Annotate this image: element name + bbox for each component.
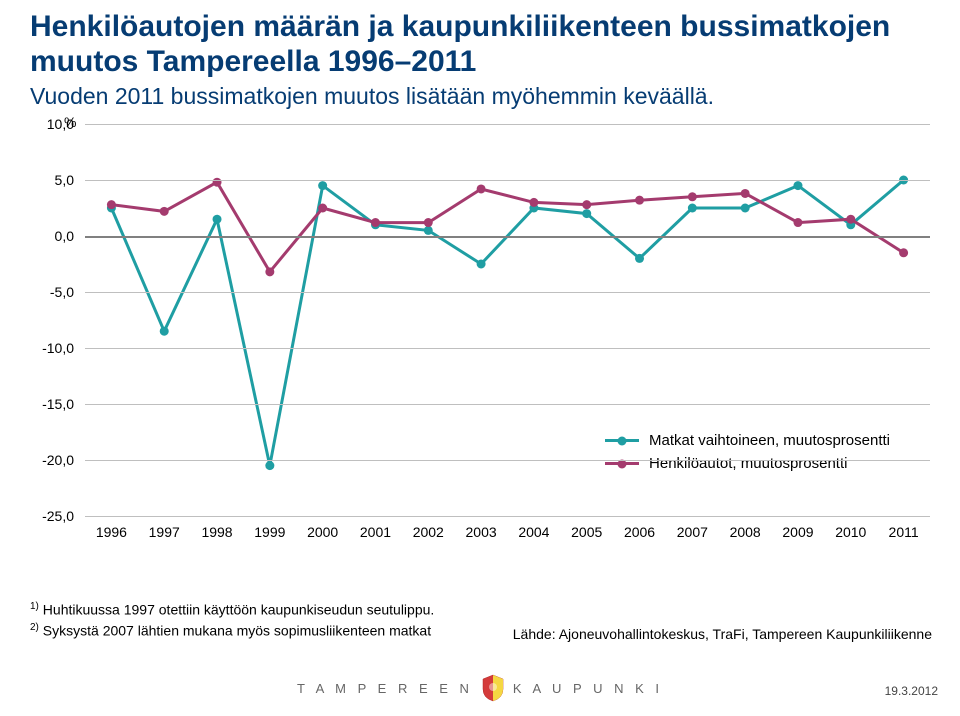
y-axis: 10,05,00,0-5,0-10,0-15,0-20,0-25,0 — [30, 124, 80, 544]
x-tick-label: 2000 — [307, 524, 338, 540]
legend-swatch-icon — [605, 462, 639, 465]
series-marker — [371, 218, 380, 227]
series-marker — [688, 204, 697, 213]
x-tick-label: 1997 — [149, 524, 180, 540]
y-tick-label: -15,0 — [42, 396, 74, 412]
series-marker — [424, 218, 433, 227]
series-marker — [477, 184, 486, 193]
x-tick-label: 2006 — [624, 524, 655, 540]
gridline — [85, 460, 930, 461]
x-tick-label: 2007 — [677, 524, 708, 540]
x-tick-label: 2001 — [360, 524, 391, 540]
legend-label: Henkilöautot, muutosprosentti — [649, 455, 847, 472]
series-marker — [793, 181, 802, 190]
series-marker — [477, 260, 486, 269]
gridline — [85, 124, 930, 125]
footnotes: 1) Huhtikuussa 1997 otettiin käyttöön ka… — [30, 599, 434, 642]
footer: T A M P E R E E N K A U P U N K I — [0, 670, 960, 706]
footer-date: 19.3.2012 — [885, 684, 938, 698]
legend-item-henkiloautot: Henkilöautot, muutosprosentti — [605, 455, 890, 472]
page-title: Henkilöautojen määrän ja kaupunkiliikent… — [30, 10, 930, 79]
footnote-text: Huhtikuussa 1997 otettiin käyttöön kaupu… — [43, 601, 435, 617]
x-axis: 1996 1997 1998 1999 2000 2001 2002 2003 2004 2005… — [85, 520, 930, 544]
x-tick-label: 1998 — [201, 524, 232, 540]
x-tick-label: 2010 — [835, 524, 866, 540]
x-tick-label: 2004 — [518, 524, 549, 540]
series-marker — [793, 218, 802, 227]
series-marker — [846, 215, 855, 224]
x-tick-label: 2011 — [889, 524, 919, 540]
x-tick-label: 2003 — [466, 524, 497, 540]
series-marker — [160, 327, 169, 336]
series-marker — [688, 192, 697, 201]
legend-swatch-icon — [605, 439, 639, 442]
y-tick-label: 0,0 — [55, 228, 74, 244]
series-marker — [213, 215, 222, 224]
y-tick-label: -20,0 — [42, 452, 74, 468]
y-tick-label: 10,0 — [47, 116, 74, 132]
footnote-text: Syksystä 2007 lähtien mukana myös sopimu… — [43, 623, 431, 639]
legend: Matkat vaihtoineen, muutosprosentti Henk… — [605, 432, 890, 478]
x-tick-label: 2005 — [571, 524, 602, 540]
footnote-sup: 2) — [30, 622, 39, 633]
plot-area: Matkat vaihtoineen, muutosprosentti Henk… — [85, 124, 930, 516]
x-tick-label: 2009 — [782, 524, 813, 540]
series-marker — [424, 226, 433, 235]
series-marker — [741, 204, 750, 213]
gridline — [85, 292, 930, 293]
series-marker — [318, 181, 327, 190]
series-marker — [318, 204, 327, 213]
series-marker — [899, 248, 908, 257]
y-tick-label: 5,0 — [55, 172, 74, 188]
footer-right: K A U P U N K I — [513, 681, 663, 696]
y-tick-label: -25,0 — [42, 508, 74, 524]
gridline — [85, 404, 930, 405]
gridline — [85, 348, 930, 349]
page-subtitle: Vuoden 2011 bussimatkojen muutos lisätää… — [30, 83, 930, 110]
series-marker — [265, 267, 274, 276]
footer-left: T A M P E R E E N — [297, 681, 473, 696]
legend-label: Matkat vaihtoineen, muutosprosentti — [649, 432, 890, 449]
series-marker — [265, 461, 274, 470]
series-line — [111, 182, 903, 272]
series-marker — [635, 196, 644, 205]
zero-baseline — [85, 236, 930, 238]
x-tick-label: 2008 — [730, 524, 761, 540]
footnote-sup: 1) — [30, 601, 39, 612]
x-tick-label: 1996 — [96, 524, 127, 540]
gridline — [85, 180, 930, 181]
series-marker — [529, 198, 538, 207]
series-marker — [107, 200, 116, 209]
line-chart: % 10,05,00,0-5,0-10,0-15,0-20,0-25,0 Mat… — [30, 124, 930, 544]
series-marker — [635, 254, 644, 263]
y-tick-label: -10,0 — [42, 340, 74, 356]
series-marker — [582, 200, 591, 209]
gridline — [85, 516, 930, 517]
series-line — [111, 180, 903, 466]
legend-item-matkat: Matkat vaihtoineen, muutosprosentti — [605, 432, 890, 449]
series-marker — [741, 189, 750, 198]
source-text: Lähde: Ajoneuvohallintokeskus, TraFi, Ta… — [513, 626, 932, 642]
x-tick-label: 2002 — [413, 524, 444, 540]
series-marker — [582, 209, 591, 218]
x-tick-label: 1999 — [254, 524, 285, 540]
series-marker — [160, 207, 169, 216]
tampere-logo-icon — [481, 674, 505, 702]
y-tick-label: -5,0 — [50, 284, 74, 300]
